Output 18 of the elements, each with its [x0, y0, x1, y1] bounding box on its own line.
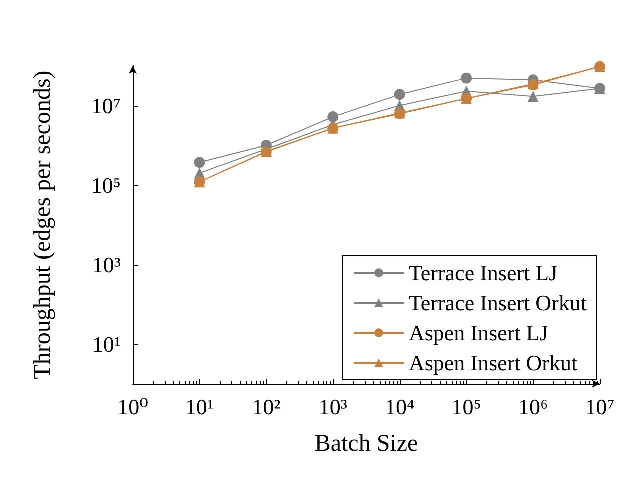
legend-label: Aspen Insert Orkut [408, 350, 578, 376]
x-tick-label: 10⁴ [385, 394, 416, 420]
y-tick-label: 10⁷ [91, 93, 121, 118]
x-tick-label: 10⁶ [518, 394, 548, 420]
y-tick-label: 10³ [92, 252, 122, 278]
legend-label: Aspen Insert LJ [408, 320, 549, 346]
x-axis-title: Batch Size [314, 431, 418, 457]
x-tick-label: 10² [252, 394, 282, 420]
x-tick-label: 10⁰ [118, 394, 149, 420]
legend-label: Terrace Insert LJ [408, 260, 558, 286]
x-tick-label: 10⁵ [452, 394, 482, 420]
y-axis-title: Throughput (edges per seconds) [30, 70, 56, 380]
x-tick-label: 10⁷ [585, 394, 615, 420]
legend-label: Terrace Insert Orkut [408, 290, 587, 316]
y-tick-label: 10⁵ [91, 172, 121, 198]
x-tick-label: 10³ [318, 394, 348, 420]
y-tick-label: 10¹ [92, 332, 121, 357]
x-tick-label: 10¹ [185, 394, 214, 420]
